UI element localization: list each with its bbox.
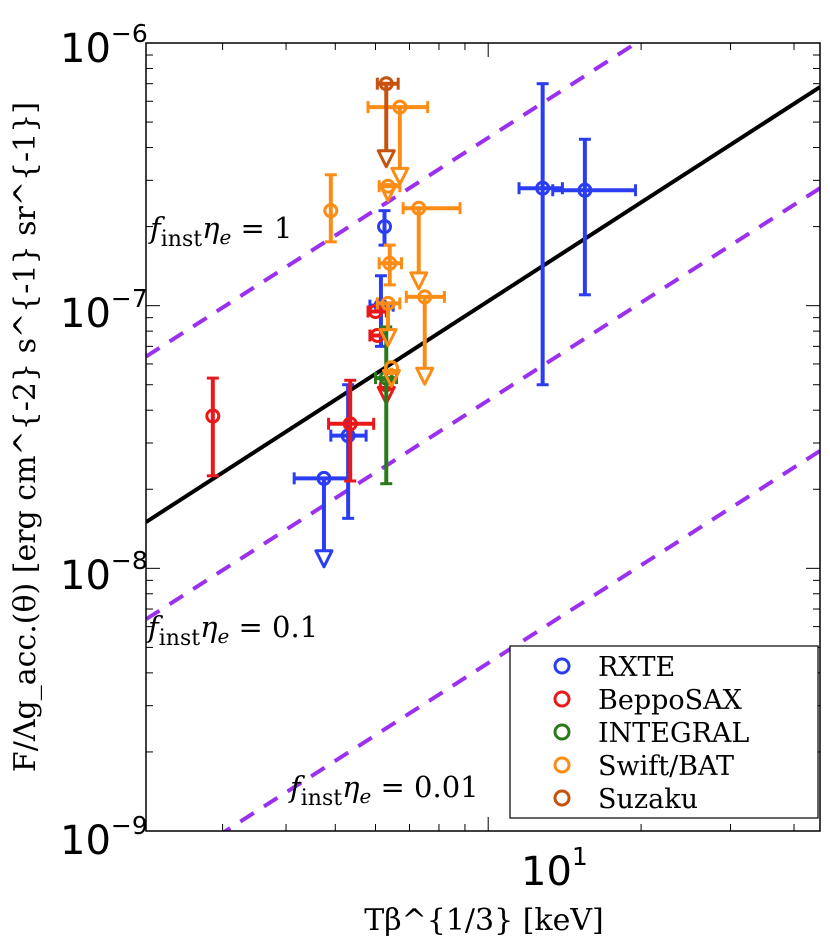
legend: RXTE BeppoSAX INTEGRAL Swift/BAT Suzaku xyxy=(509,645,819,819)
data-points xyxy=(205,76,638,569)
legend-marker-swift xyxy=(553,756,571,774)
legend-marker-integral xyxy=(553,723,571,741)
data-marker xyxy=(383,360,399,376)
y-tick-label-1e-7: 10−7 xyxy=(60,284,148,337)
data-marker xyxy=(323,203,339,219)
data-marker xyxy=(380,178,396,194)
data-marker xyxy=(411,200,427,216)
data-marker xyxy=(380,295,396,311)
upper-limit-arrow xyxy=(378,328,398,348)
x-tick-label-10: 101 xyxy=(521,842,588,895)
data-marker xyxy=(205,408,221,424)
data-point-swift-bat xyxy=(404,289,446,386)
data-marker xyxy=(368,304,384,320)
y-axis-label: F/Λg_acc.(θ) [erg cm^{-2} s^{-1} sr^{-1}… xyxy=(8,102,43,772)
data-marker xyxy=(382,255,398,271)
data-point-swift-bat xyxy=(375,295,402,348)
data-marker xyxy=(378,76,394,92)
data-point-bepposax xyxy=(205,376,221,478)
legend-label-rxte: RXTE xyxy=(598,652,675,683)
x-axis-label: Tβ^{1/3} [keV] xyxy=(364,903,604,938)
data-point-swift-bat xyxy=(377,243,403,287)
data-point-swift-bat xyxy=(381,360,401,388)
legend-marker-beppo xyxy=(553,690,571,708)
fit-line xyxy=(146,85,820,524)
y-tick-label-1e-8: 10−8 xyxy=(60,546,148,599)
upper-limit-arrow xyxy=(409,271,429,291)
annotation-finst-1: finstηe = 1 xyxy=(148,211,292,252)
data-marker xyxy=(316,470,332,486)
data-marker xyxy=(392,99,408,115)
data-point-rxte xyxy=(517,82,564,387)
data-point-swift-bat xyxy=(401,200,462,291)
legend-label-integral: INTEGRAL xyxy=(598,718,749,749)
y-tick-label-1e-9: 10−9 xyxy=(60,811,148,864)
model-lines xyxy=(146,43,820,831)
plot-frame xyxy=(145,42,821,832)
legend-marker-suzaku xyxy=(553,789,571,807)
data-point-swift-bat xyxy=(323,173,339,244)
legend-label-suzaku: Suzaku xyxy=(598,784,698,815)
dashed-line xyxy=(221,449,820,831)
data-point-swift-bat xyxy=(377,178,402,203)
legend-box xyxy=(509,645,819,819)
upper-limit-arrow xyxy=(378,183,398,203)
legend-label-beppo: BeppoSAX xyxy=(598,685,743,716)
dashed-line xyxy=(146,186,820,621)
annotation-finst-0.01: finstηe = 0.01 xyxy=(288,770,479,811)
y-tick-label-1e-6: 10−6 xyxy=(60,19,148,72)
data-point-rxte xyxy=(551,137,638,297)
upper-limit-arrow xyxy=(415,366,435,386)
data-marker xyxy=(417,289,433,305)
legend-label-swift: Swift/BAT xyxy=(598,751,734,782)
data-point-rxte xyxy=(329,383,368,520)
data-point-swift-bat xyxy=(366,99,430,186)
upper-limit-arrow xyxy=(381,368,401,388)
data-point-bepposax xyxy=(327,378,376,483)
upper-limit-arrow xyxy=(390,166,410,186)
data-point-suzaku xyxy=(375,76,400,169)
upper-limit-arrow xyxy=(314,549,334,569)
legend-marker-rxte xyxy=(553,657,571,675)
dashed-line xyxy=(146,43,641,359)
data-marker xyxy=(577,182,593,198)
upper-limit-arrow xyxy=(376,149,396,169)
data-marker xyxy=(377,219,393,235)
data-marker xyxy=(342,416,358,432)
data-marker xyxy=(535,180,551,196)
